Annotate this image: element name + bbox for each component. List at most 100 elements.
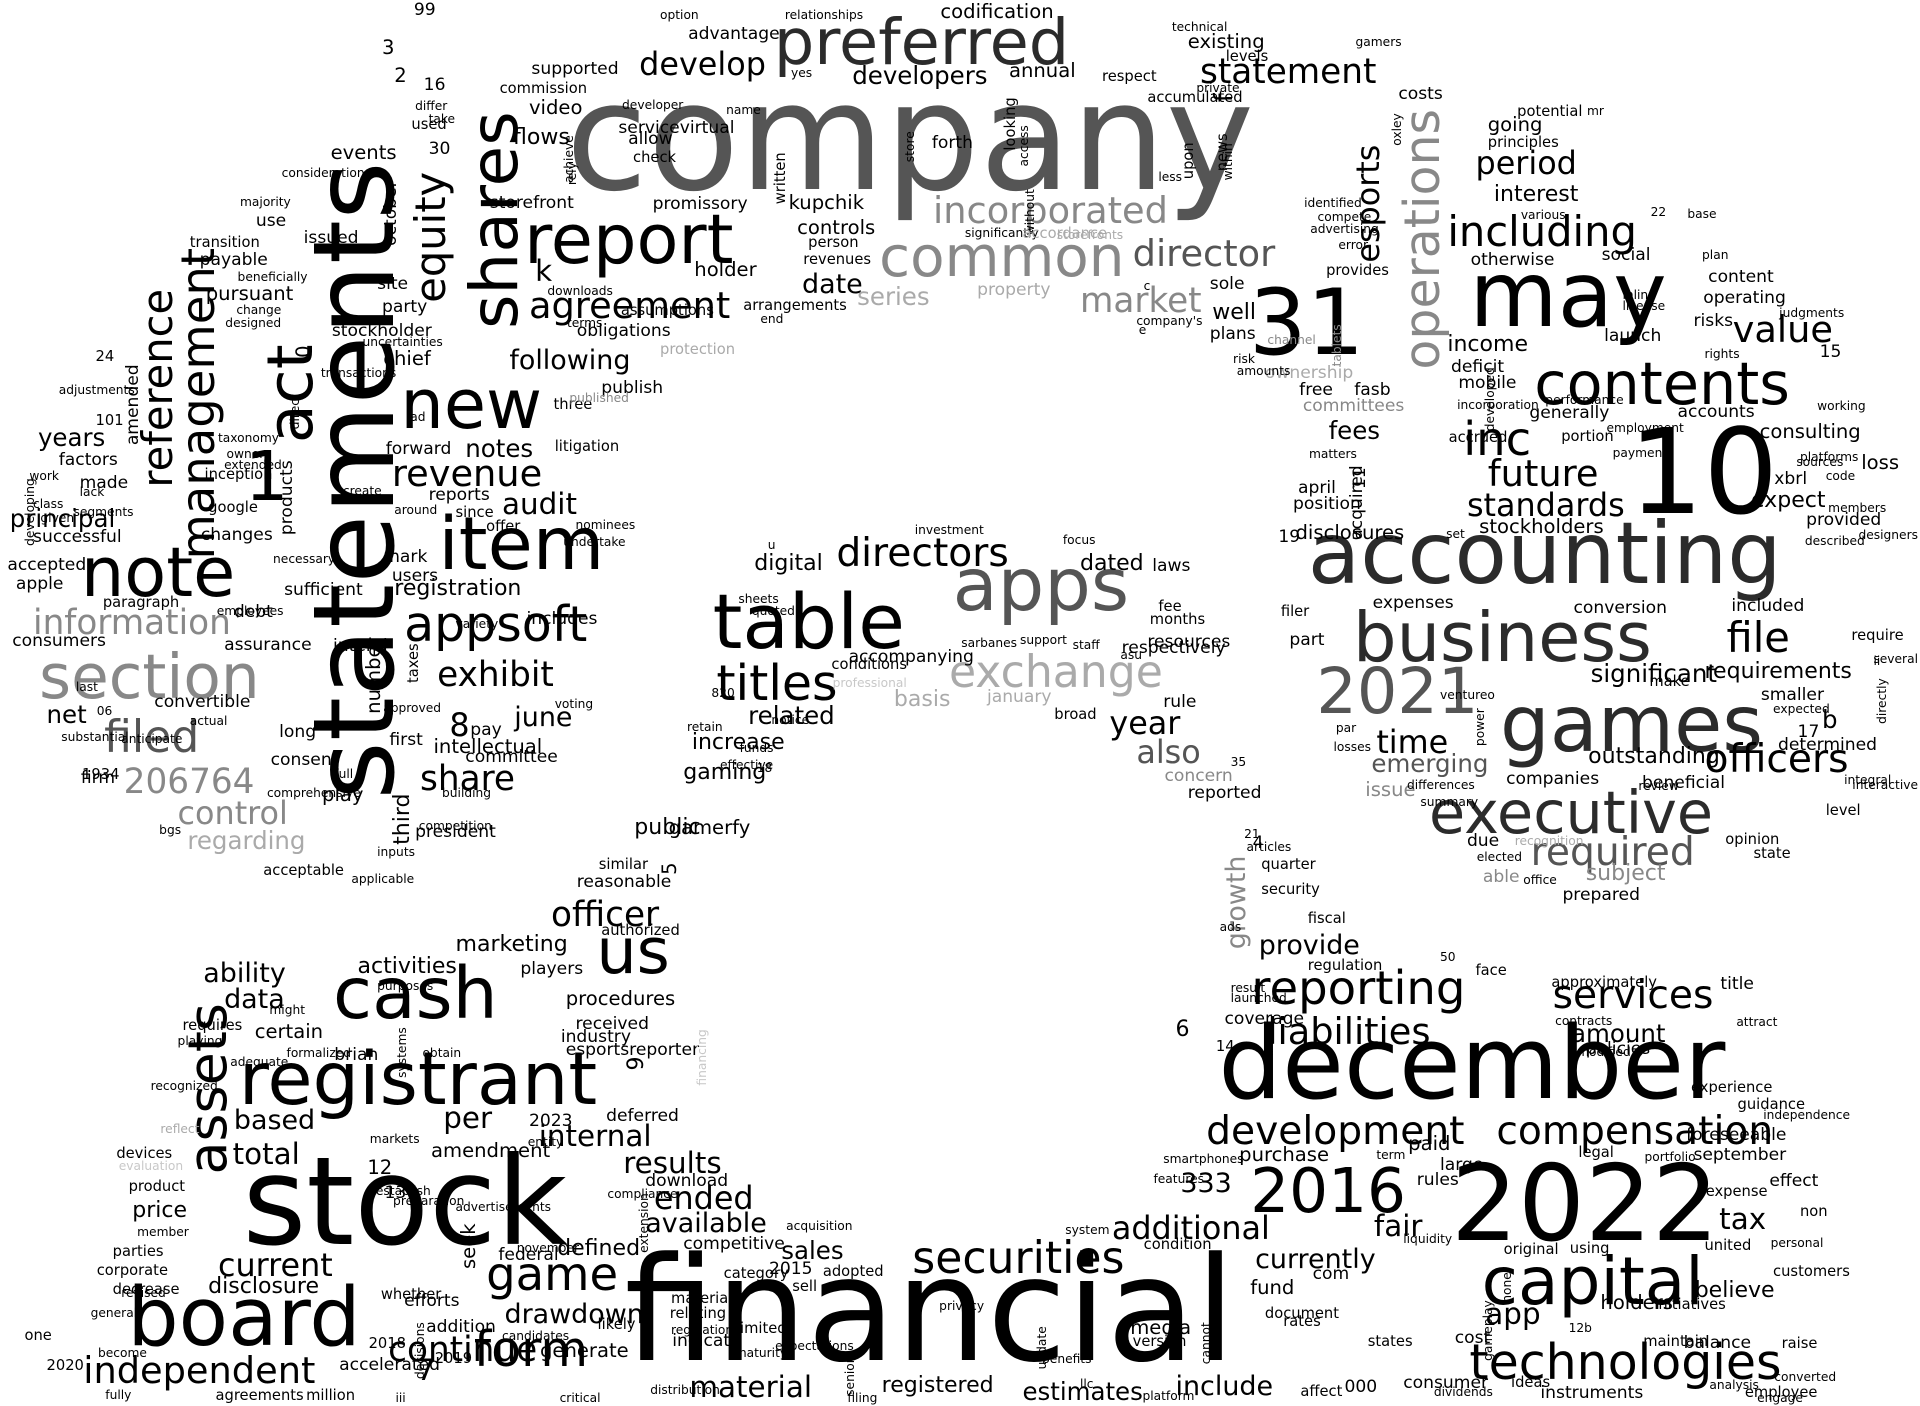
word-265: taxes xyxy=(404,643,422,683)
word-380: inception xyxy=(204,465,273,483)
word-459: launched xyxy=(1230,990,1287,1005)
word-565: arrangements xyxy=(743,296,847,314)
word-497: become xyxy=(97,1345,147,1360)
word-197: supported xyxy=(531,59,619,80)
word-247: download xyxy=(645,1171,729,1192)
word-144: kupchik xyxy=(788,191,865,215)
word-425: incorporation xyxy=(1457,398,1539,413)
word-53: securities xyxy=(912,1232,1125,1284)
word-313: expected xyxy=(1773,701,1830,716)
word-585: conditions xyxy=(831,655,907,673)
word-567: significantly xyxy=(964,225,1039,240)
word-503: acquisition xyxy=(786,1218,853,1233)
word-50: filed xyxy=(104,712,200,764)
word-584: respectively xyxy=(1121,638,1226,659)
word-297: portion xyxy=(1561,427,1614,445)
word-513: playing xyxy=(177,1033,223,1048)
word-536: necessary xyxy=(273,552,336,567)
word-128: audit xyxy=(502,486,577,521)
word-176: fund xyxy=(1250,1276,1295,1300)
word-8: may xyxy=(1469,243,1667,349)
word-512: adequate xyxy=(230,1054,289,1069)
word-398: access xyxy=(1016,125,1031,167)
word-354: 2018 xyxy=(368,1335,406,1353)
word-589: 820 xyxy=(711,685,735,700)
word-502: extension xyxy=(636,1192,651,1253)
word-63: future xyxy=(1487,451,1599,495)
word-419: channel xyxy=(1267,333,1316,348)
word-290: free xyxy=(1299,380,1333,401)
word-411: 22 xyxy=(1650,204,1667,219)
word-60: officers xyxy=(1704,736,1849,782)
word-191: firm xyxy=(80,768,116,789)
word-559: beneficially xyxy=(237,269,308,284)
word-207: operating xyxy=(1703,288,1786,309)
word-479: platform xyxy=(1142,1388,1195,1403)
word-78: year xyxy=(1109,703,1181,742)
word-267: intend xyxy=(333,635,388,656)
word-574: private xyxy=(1196,81,1240,96)
word-487: expectations xyxy=(775,1338,854,1353)
word-442: par xyxy=(1335,721,1357,736)
word-143: controls xyxy=(797,215,876,239)
word-41: inc xyxy=(1463,412,1532,467)
word-213: companies xyxy=(1506,769,1600,790)
word-270: mark xyxy=(383,546,428,567)
word-202: upon xyxy=(1179,142,1197,180)
word-185: issued xyxy=(303,228,359,249)
word-153: interest xyxy=(1493,181,1579,207)
word-557: change xyxy=(236,302,282,317)
word-439: several xyxy=(1873,651,1918,666)
word-436: designers xyxy=(1858,527,1918,542)
word-377: 24 xyxy=(95,348,115,366)
word-511: formalized xyxy=(286,1045,352,1060)
word-91: 333 xyxy=(1180,1167,1232,1199)
word-1: financial xyxy=(624,1227,1236,1396)
word-72: officer xyxy=(551,894,660,935)
word-428: matters xyxy=(1308,447,1357,462)
word-462: attract xyxy=(1736,1015,1778,1030)
word-179: resources xyxy=(1147,632,1231,653)
word-334: decrease xyxy=(112,1281,180,1299)
word-458: result xyxy=(1230,981,1266,996)
word-306: rule xyxy=(1163,692,1197,713)
word-590: retain xyxy=(686,720,723,735)
word-549: developing xyxy=(23,477,38,546)
word-469: liquidity xyxy=(1403,1232,1453,1247)
word-400: less xyxy=(1158,170,1183,185)
word-449: recognition xyxy=(1514,834,1584,849)
word-32: operations xyxy=(1394,108,1452,370)
word-167: price xyxy=(132,1198,188,1223)
word-482: benefits xyxy=(1042,1352,1092,1367)
word-518: evaluation xyxy=(118,1158,184,1173)
word-174: paid xyxy=(1408,1131,1451,1155)
word-259: consumers xyxy=(12,631,106,652)
word-384: technical xyxy=(1171,19,1228,34)
word-446: review xyxy=(1638,779,1679,793)
word-315: state xyxy=(1753,845,1791,863)
word-523: inputs xyxy=(377,845,415,860)
word-133: years xyxy=(37,423,106,453)
word-284: use xyxy=(255,211,287,232)
word-591: notice xyxy=(771,712,810,727)
word-593: effective xyxy=(720,758,774,773)
word-206: content xyxy=(1708,267,1774,288)
word-234: consumer xyxy=(1403,1373,1489,1394)
word-514: might xyxy=(269,1003,306,1018)
word-545: owner xyxy=(226,447,265,462)
word-253: players xyxy=(520,959,584,980)
word-577: u xyxy=(767,537,776,552)
word-451: able xyxy=(1482,867,1520,888)
word-538: nominees xyxy=(575,518,636,533)
word-358: 2 xyxy=(394,64,407,88)
word-16: capital xyxy=(1481,1242,1704,1320)
word-220: quarter xyxy=(1261,856,1316,874)
word-161: sole xyxy=(1209,273,1245,294)
word-592: funds xyxy=(739,741,774,756)
word-448: integral xyxy=(1844,772,1892,787)
word-230: maintain xyxy=(1643,1332,1709,1350)
word-563: published xyxy=(569,390,629,405)
word-68: control xyxy=(177,794,288,833)
word-554: transactions xyxy=(320,366,397,381)
word-501: compliance xyxy=(607,1186,678,1201)
